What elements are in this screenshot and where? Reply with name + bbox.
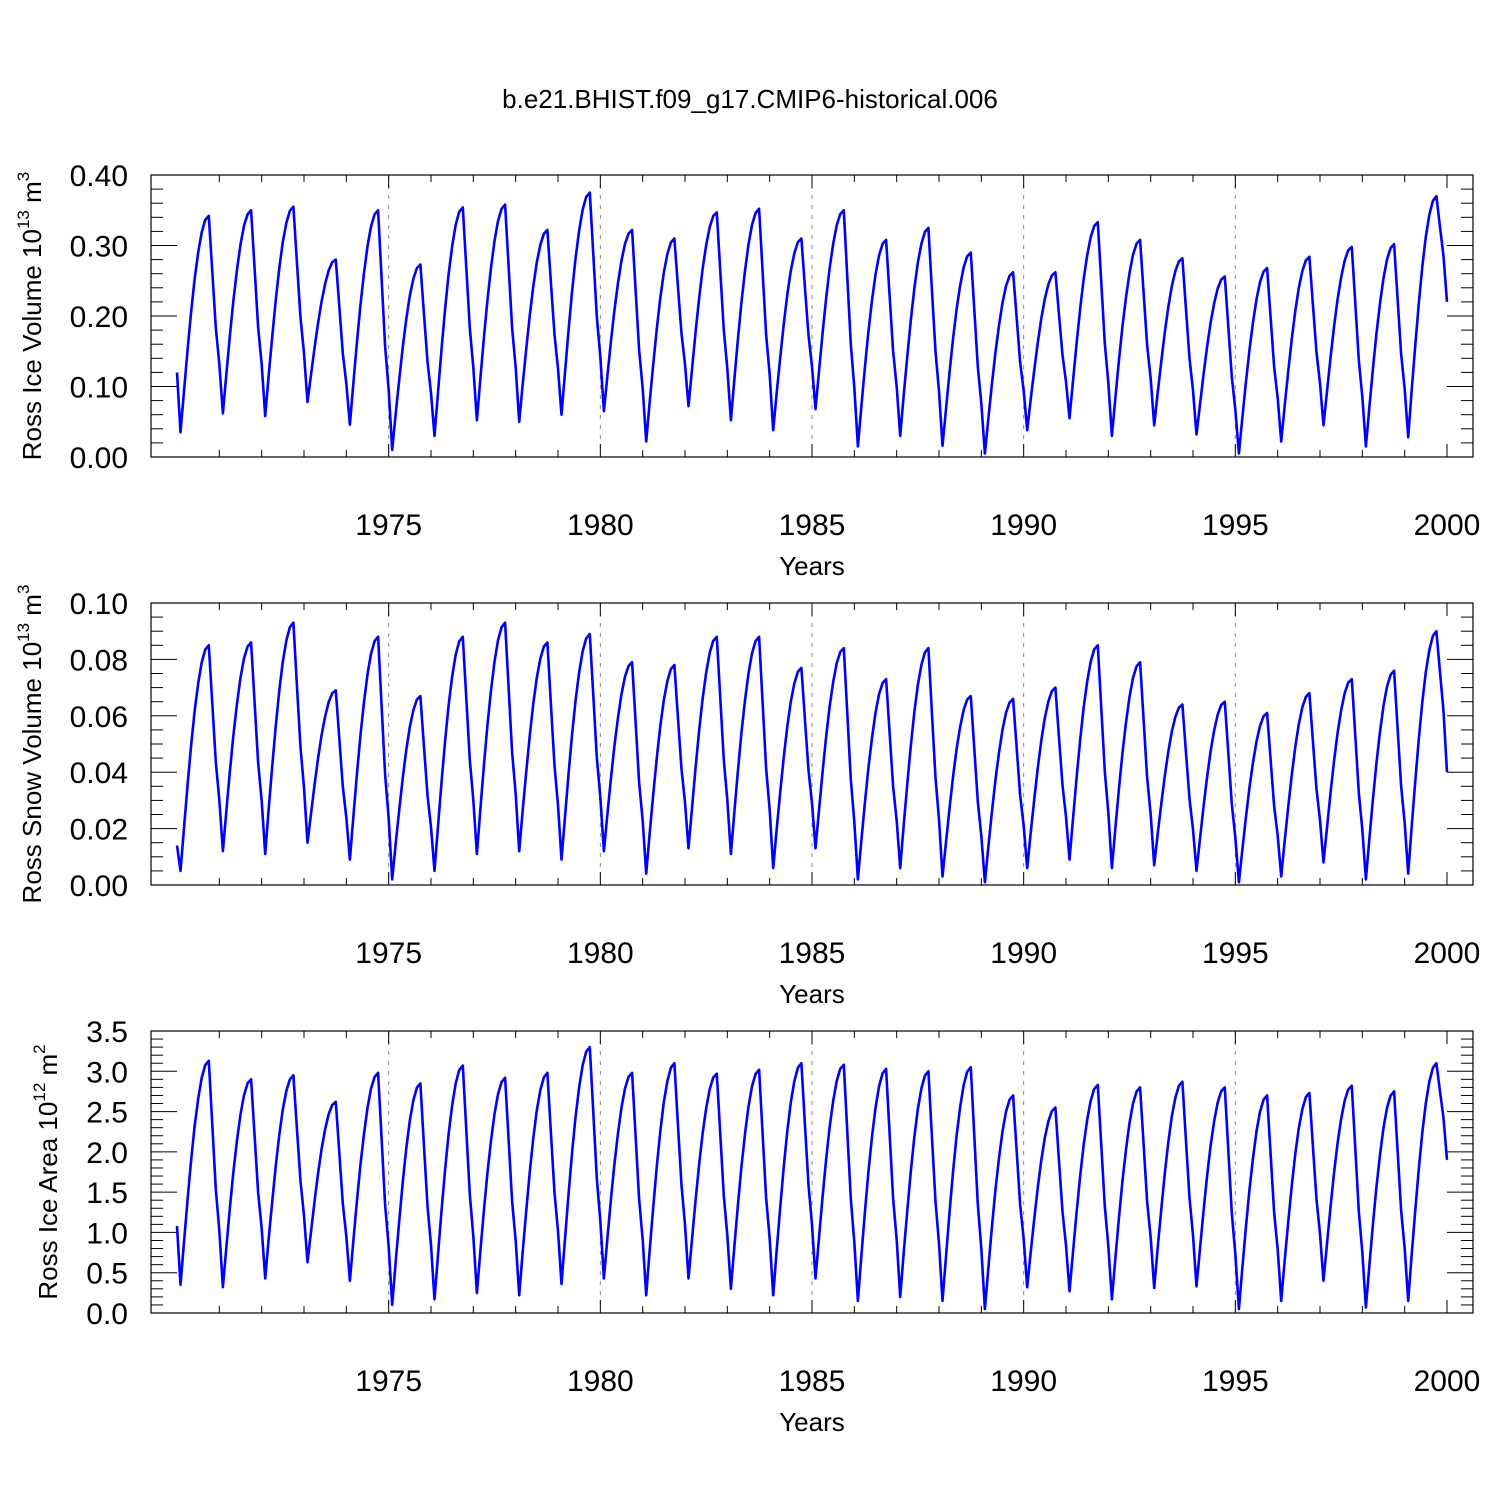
y-tick-label: 0.00 (70, 870, 128, 903)
x-tick-label: 1975 (355, 937, 422, 970)
x-tick-label: 1990 (990, 509, 1057, 542)
x-axis-title: Years (779, 551, 845, 581)
y-tick-label: 1.5 (86, 1177, 128, 1210)
y-tick-label: 3.0 (86, 1056, 128, 1089)
ross-ice-area-panel: 1975 1980 1985 1990 1995 2000 Years 0.0 0.5 1.0 1.… (30, 1016, 1480, 1437)
y-tick-label: 0.10 (70, 372, 128, 405)
y-axis-title: Ross Snow Volume 1013 m3 (14, 585, 47, 904)
ross-ice-volume-panel: 1975 1980 1985 1990 1995 2000 Years 0.00 0.10 0.2… (14, 160, 1480, 581)
y-tick-label: 0.5 (86, 1258, 128, 1291)
y-tick-label: 0.10 (70, 588, 128, 621)
y-tick-label: 0.20 (70, 301, 128, 334)
ross-ice-volume-series-line (175, 191, 1449, 455)
x-tick-label: 2000 (1414, 1365, 1481, 1398)
x-tick-label: 1975 (355, 509, 422, 542)
y-tick-label: 0.02 (70, 814, 128, 847)
x-tick-label: 1985 (779, 1365, 846, 1398)
y-tick-label: 0.00 (70, 442, 128, 475)
x-tick-label: 1995 (1202, 509, 1269, 542)
x-tick-label: 1990 (990, 937, 1057, 970)
y-axis-title: Ross Ice Area 1012 m2 (30, 1044, 63, 1299)
y-tick-label: 0.30 (70, 231, 128, 264)
y-tick-label: 2.0 (86, 1137, 128, 1170)
x-tick-label: 2000 (1414, 937, 1481, 970)
x-axis-title: Years (779, 979, 845, 1009)
y-axis-title: Ross Ice Volume 1013 m3 (14, 172, 47, 461)
x-tick-label: 1995 (1202, 937, 1269, 970)
y-tick-label: 0.06 (70, 701, 128, 734)
y-tick-label: 0.0 (86, 1298, 128, 1331)
x-tick-label: 1990 (990, 1365, 1057, 1398)
x-tick-label: 1985 (779, 509, 846, 542)
ross-ice-area-series-line (175, 1045, 1449, 1311)
x-tick-label: 1980 (567, 509, 634, 542)
figure-title: b.e21.BHIST.f09_g17.CMIP6-historical.006 (502, 84, 998, 114)
x-tick-label: 1980 (567, 1365, 634, 1398)
y-tick-label: 1.0 (86, 1217, 128, 1250)
y-tick-label: 3.5 (86, 1016, 128, 1049)
y-tick-label: 0.08 (70, 644, 128, 677)
x-tick-label: 1980 (567, 937, 634, 970)
ross-snow-volume-panel: 1975 1980 1985 1990 1995 2000 Years 0.00 0.02 0.0… (14, 585, 1480, 1009)
y-tick-label: 0.04 (70, 757, 128, 790)
x-tick-label: 1985 (779, 937, 846, 970)
x-tick-label: 1995 (1202, 1365, 1269, 1398)
y-tick-label: 2.5 (86, 1097, 128, 1130)
x-tick-label: 2000 (1414, 509, 1481, 542)
x-tick-label: 1975 (355, 1365, 422, 1398)
ross-snow-volume-series-line (175, 621, 1449, 884)
x-axis-title: Years (779, 1407, 845, 1437)
y-tick-label: 0.40 (70, 160, 128, 193)
